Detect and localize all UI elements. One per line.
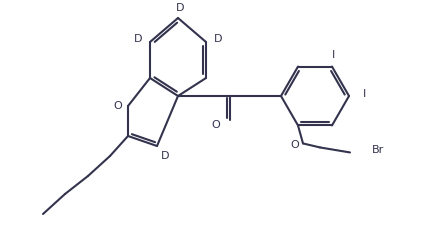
- Text: D: D: [176, 3, 184, 13]
- Text: O: O: [113, 101, 122, 111]
- Text: I: I: [363, 89, 366, 99]
- Text: Br: Br: [372, 145, 384, 155]
- Text: I: I: [332, 50, 336, 60]
- Text: D: D: [134, 34, 142, 44]
- Text: D: D: [214, 34, 222, 44]
- Text: O: O: [291, 141, 299, 151]
- Text: D: D: [161, 151, 169, 161]
- Text: O: O: [211, 120, 220, 130]
